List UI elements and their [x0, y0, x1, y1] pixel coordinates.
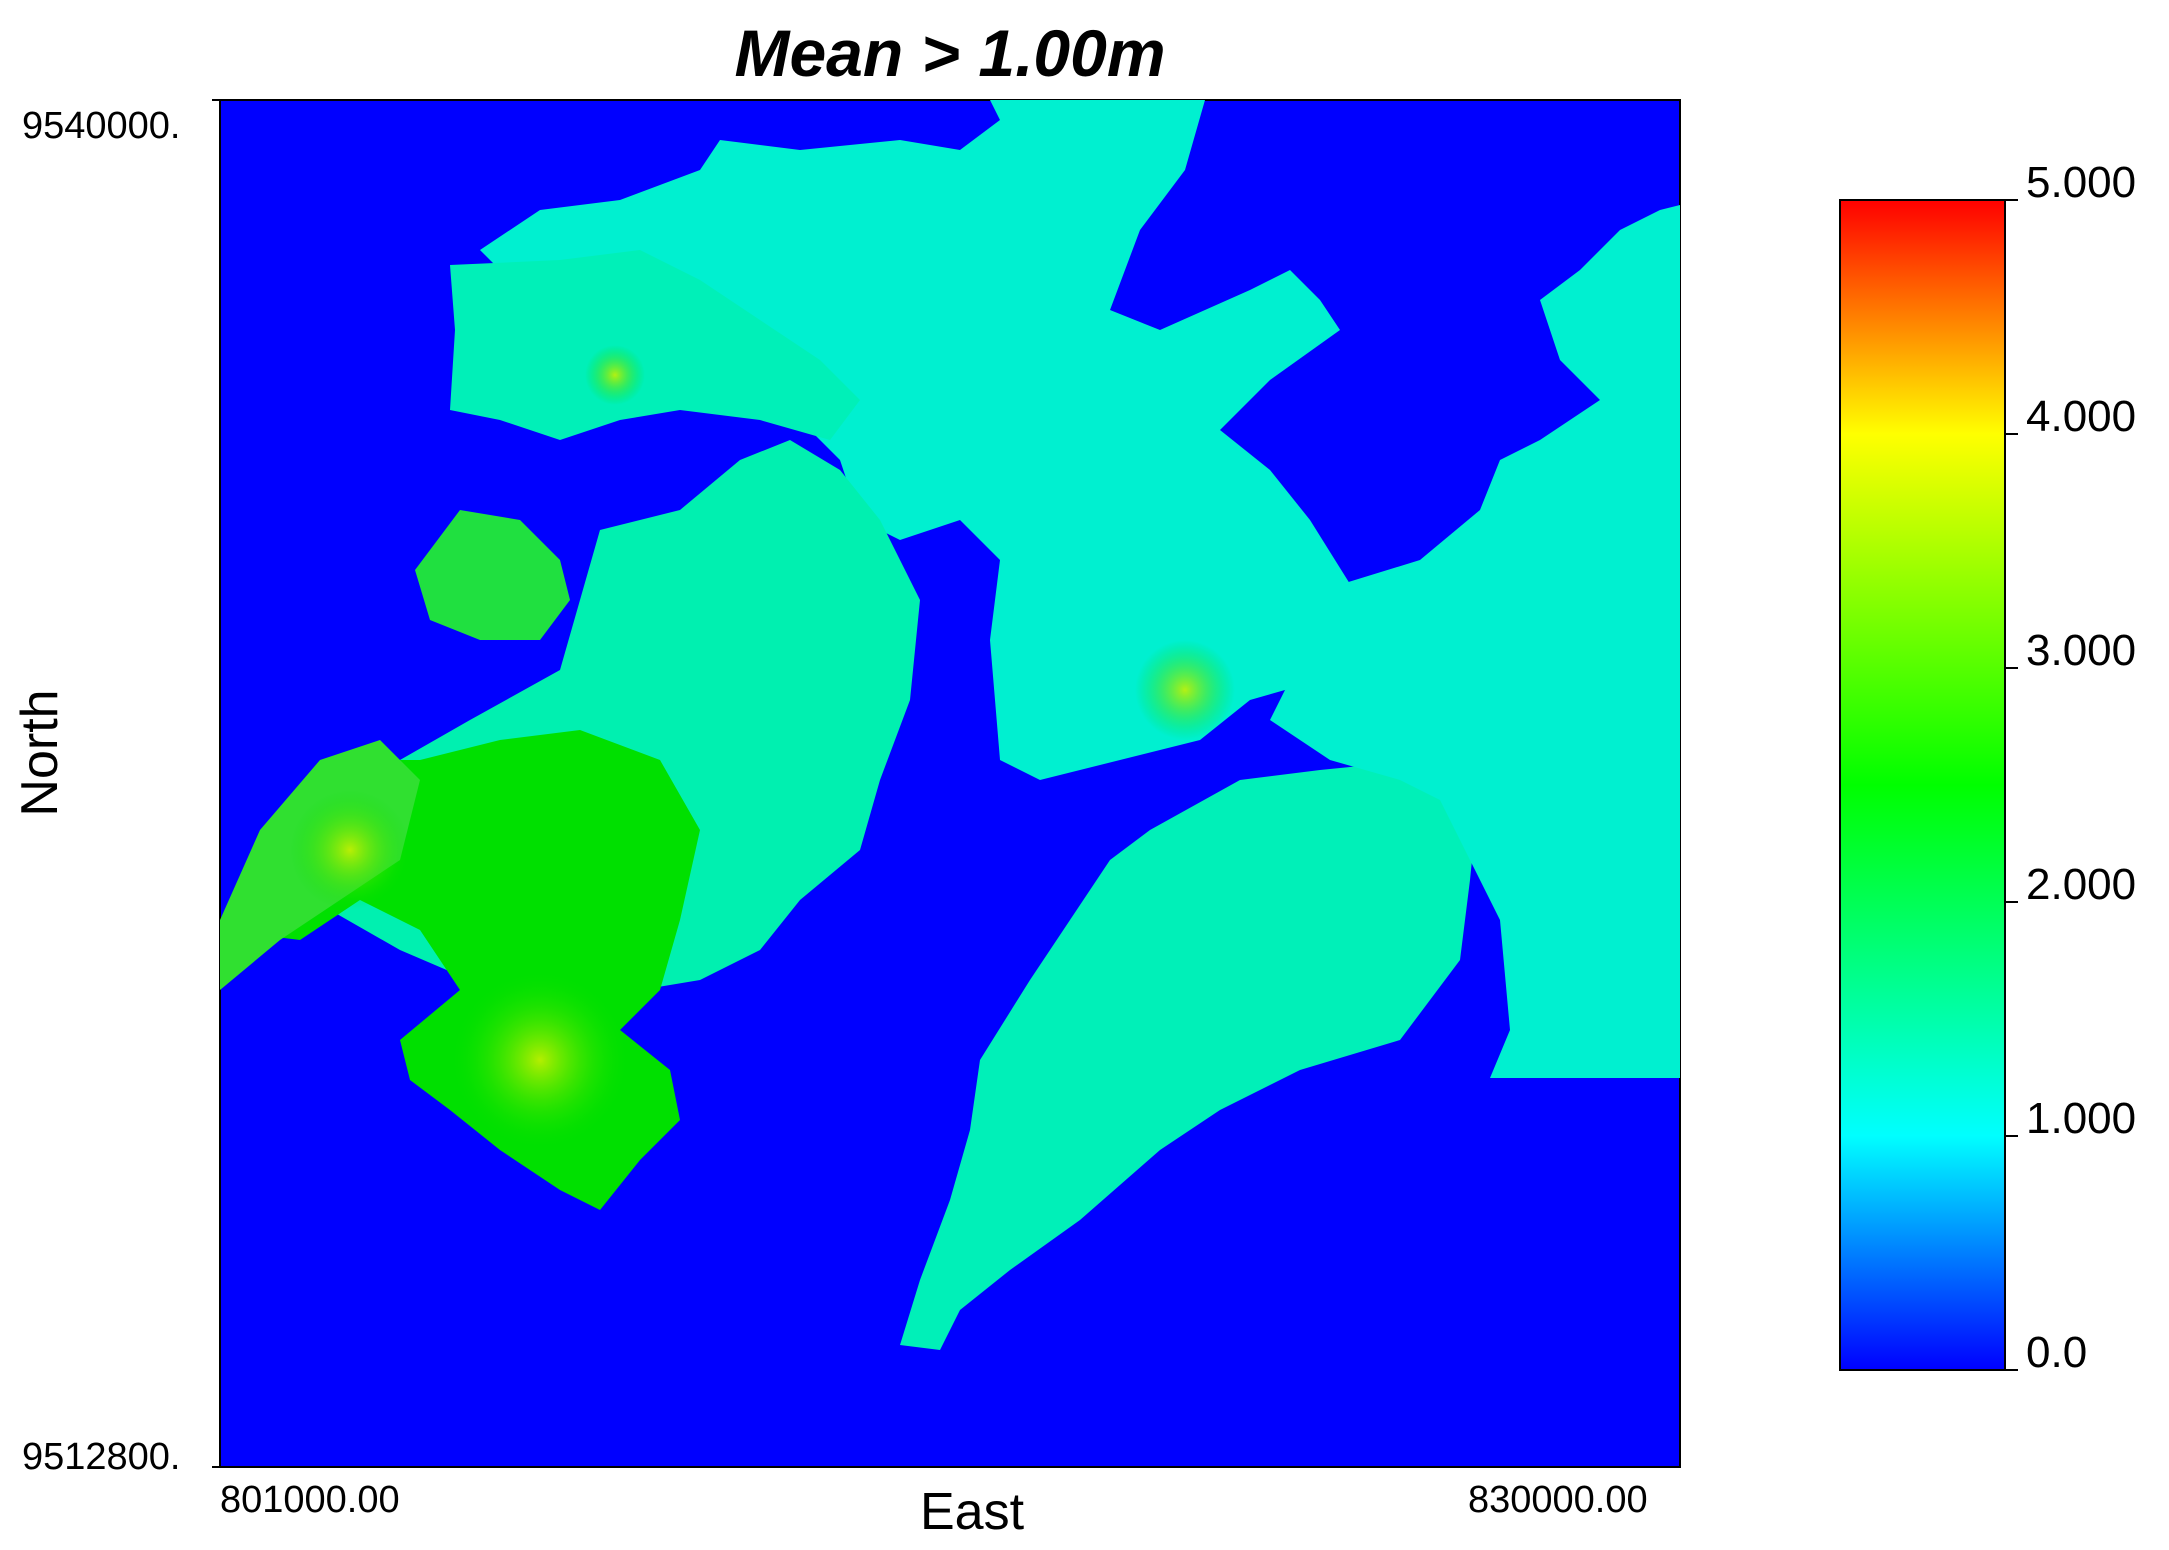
- colorbar-label-2: 2.000: [2026, 860, 2137, 909]
- colorbar-label-3: 3.000: [2026, 626, 2137, 675]
- y-axis-label: North: [11, 689, 69, 817]
- colorbar-label-5: 5.000: [2026, 158, 2137, 207]
- heatmap-regions: [220, 100, 1680, 1350]
- colorbar-label-0: 0.0: [2026, 1328, 2088, 1377]
- region-north-central: [480, 100, 1380, 780]
- x-axis-label: East: [920, 1483, 1025, 1541]
- region-northwest: [450, 250, 860, 440]
- hotspot-west: [290, 790, 410, 910]
- hotspot-north: [585, 345, 645, 405]
- x-tick-left: 801000.00: [220, 1479, 400, 1521]
- colorbar: [1839, 199, 2006, 1371]
- colorbar-ticks: [2005, 199, 2018, 1371]
- x-tick-right: 830000.00: [1468, 1479, 1648, 1521]
- region-east: [1270, 205, 1680, 1078]
- region-upper-west: [415, 510, 570, 640]
- hotspot-southwest: [450, 970, 630, 1150]
- y-tick-bottom: 9512800.: [22, 1436, 181, 1478]
- colorbar-label-1: 1.000: [2026, 1094, 2137, 1143]
- colorbar-label-4: 4.000: [2026, 392, 2137, 441]
- y-tick-top: 9540000.: [22, 105, 181, 147]
- hotspot-east: [1135, 640, 1235, 740]
- region-south-central: [900, 760, 1480, 1350]
- chart-title: Mean > 1.00m: [734, 16, 1166, 90]
